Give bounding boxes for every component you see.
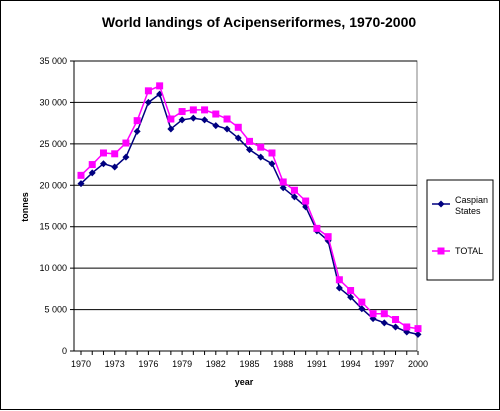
legend-label-cont: States <box>455 206 481 216</box>
data-point-total <box>392 316 400 324</box>
data-point-total <box>414 325 422 333</box>
data-point-total <box>268 149 276 157</box>
data-point-total <box>167 115 175 123</box>
data-point-caspian <box>358 305 366 313</box>
data-point-total <box>369 310 377 318</box>
chart-title: World landings of Acipenseriformes, 1970… <box>102 14 417 30</box>
data-point-caspian <box>77 180 85 188</box>
data-point-total <box>335 276 343 284</box>
data-point-caspian <box>133 127 141 135</box>
data-point-caspian <box>201 116 209 124</box>
data-point-total <box>111 150 119 158</box>
data-point-caspian <box>246 146 253 154</box>
plot-area: 0 5 000 10 000 15 000 20 000 25 000 30 000 35 0… <box>39 56 428 369</box>
x-tick-label: 2000 <box>408 359 428 369</box>
x-tick-label: 1982 <box>206 359 226 369</box>
data-point-total <box>144 87 152 95</box>
data-point-total <box>77 171 85 179</box>
legend-marker <box>437 200 445 208</box>
data-point-total <box>290 186 298 194</box>
data-point-caspian <box>268 160 276 168</box>
data-point-total <box>122 139 130 147</box>
data-point-total <box>246 137 253 145</box>
data-point-caspian <box>144 98 152 106</box>
data-point-total <box>178 108 186 116</box>
y-tick-label: 20 000 <box>39 180 67 190</box>
data-point-total <box>133 117 141 125</box>
data-point-caspian <box>380 319 388 327</box>
x-tick-label: 1991 <box>307 359 327 369</box>
data-point-caspian <box>335 284 343 292</box>
data-point-total <box>189 106 197 114</box>
x-tick-label: 1970 <box>71 359 91 369</box>
y-tick-label: 0 <box>62 346 67 356</box>
y-tick-label: 5 000 <box>44 305 67 315</box>
data-point-total <box>313 224 321 232</box>
legend-box <box>426 179 494 281</box>
data-point-total <box>279 178 287 186</box>
data-point-total <box>403 323 411 331</box>
data-point-total <box>257 143 265 151</box>
data-point-total <box>99 149 107 157</box>
data-point-caspian <box>279 184 287 192</box>
data-point-total <box>212 110 220 118</box>
x-tick-label: 1988 <box>273 359 293 369</box>
data-point-total <box>201 106 209 114</box>
data-point-total <box>347 287 355 295</box>
data-point-caspian <box>99 160 107 168</box>
data-point-total <box>302 197 310 205</box>
x-tick-label: 1979 <box>172 359 192 369</box>
data-point-caspian <box>212 122 220 130</box>
y-axis-label: tonnes <box>20 192 30 222</box>
data-point-total <box>380 310 388 318</box>
data-point-caspian <box>392 323 400 331</box>
x-tick-label: 1997 <box>374 359 394 369</box>
x-axis-label: year <box>235 377 254 387</box>
data-point-caspian <box>88 169 96 177</box>
legend-marker <box>437 247 445 255</box>
y-tick-label: 30 000 <box>39 97 67 107</box>
data-point-total <box>324 233 332 241</box>
x-tick-label: 1976 <box>138 359 158 369</box>
data-point-caspian <box>178 116 186 124</box>
data-point-total <box>358 298 366 306</box>
data-point-caspian <box>234 134 242 142</box>
data-point-caspian <box>167 125 175 133</box>
y-tick-label: 10 000 <box>39 263 67 273</box>
data-point-caspian <box>414 330 422 338</box>
data-point-total <box>156 82 164 90</box>
data-point-caspian <box>122 153 130 161</box>
y-tick-label: 25 000 <box>39 139 67 149</box>
x-tick-label: 1994 <box>341 359 361 369</box>
legend-label: Caspian <box>455 195 488 205</box>
data-point-caspian <box>290 193 298 201</box>
data-point-caspian <box>223 125 231 133</box>
data-point-caspian <box>189 114 197 122</box>
data-point-total <box>223 115 231 123</box>
data-point-caspian <box>257 153 265 161</box>
y-tick-label: 35 000 <box>39 56 67 66</box>
plot-background <box>73 60 418 352</box>
data-point-caspian <box>347 293 355 301</box>
x-tick-label: 1985 <box>239 359 259 369</box>
x-tick-label: 1973 <box>105 359 125 369</box>
data-point-total <box>234 123 242 131</box>
legend-label: TOTAL <box>455 246 483 256</box>
data-point-caspian <box>111 163 119 171</box>
data-point-total <box>88 161 96 169</box>
y-tick-label: 15 000 <box>39 222 67 232</box>
